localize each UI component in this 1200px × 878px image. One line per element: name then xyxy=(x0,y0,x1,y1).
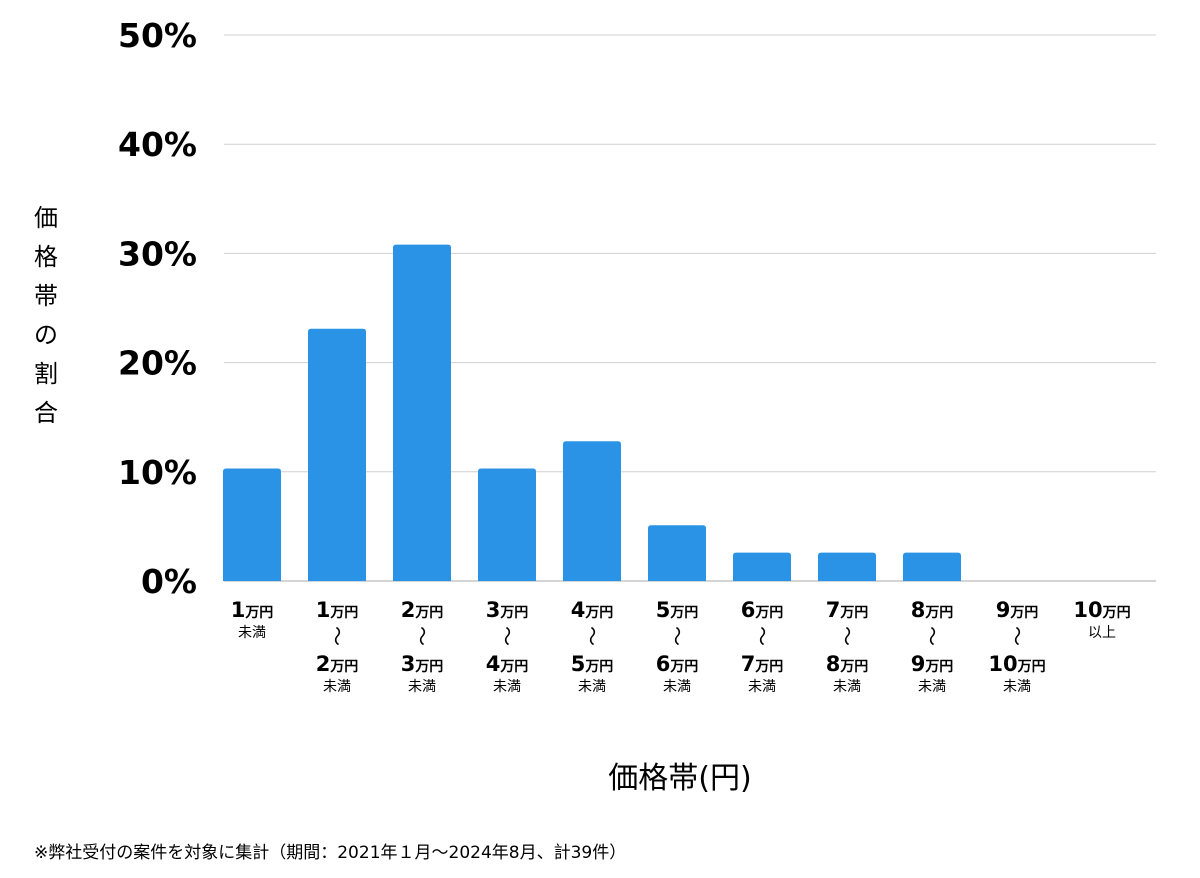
x-tick-price: 8万円 xyxy=(911,598,954,622)
x-tick-price: 3万円 xyxy=(401,652,444,676)
x-tick-suffix: 未満 xyxy=(408,679,436,695)
x-tick-tilde: 〜 xyxy=(920,626,944,646)
x-tick-price: 9万円 xyxy=(911,652,954,676)
y-tick-label: 50% xyxy=(118,16,197,55)
x-tick-tilde: 〜 xyxy=(495,626,519,646)
y-tick-label: 30% xyxy=(118,234,197,273)
bar xyxy=(563,441,621,581)
x-tick-price: 1万円 xyxy=(231,598,274,622)
x-tick-price: 2万円 xyxy=(401,598,444,622)
x-tick-suffix: 未満 xyxy=(323,679,351,695)
bar xyxy=(478,468,536,581)
x-tick-price: 10万円 xyxy=(988,652,1045,676)
y-tick-label: 0% xyxy=(141,562,197,601)
x-tick-suffix: 未満 xyxy=(493,679,521,695)
y-axis-label-char: 価 xyxy=(34,204,58,232)
y-axis-label-char: 帯 xyxy=(34,282,58,310)
x-tick-tilde: 〜 xyxy=(1005,626,1029,646)
x-tick-price: 8万円 xyxy=(826,652,869,676)
y-axis-label-char: 割 xyxy=(34,360,58,388)
x-tick-price: 4万円 xyxy=(486,652,529,676)
footnote: ※弊社受付の案件を対象に集計（期間：2021年１月〜2024年8月、計39件） xyxy=(34,843,626,863)
y-axis-label-char: の xyxy=(34,321,58,349)
y-tick-label: 10% xyxy=(118,453,197,492)
bar xyxy=(393,244,451,581)
x-tick-price: 2万円 xyxy=(316,652,359,676)
x-tick-tilde: 〜 xyxy=(750,626,774,646)
x-tick-tilde: 〜 xyxy=(665,626,689,646)
x-tick-price: 5万円 xyxy=(571,652,614,676)
x-tick-suffix: 未満 xyxy=(833,679,861,695)
x-tick-tilde: 〜 xyxy=(410,626,434,646)
x-tick-price: 7万円 xyxy=(741,652,784,676)
x-tick-suffix: 未満 xyxy=(748,679,776,695)
bar xyxy=(903,552,961,581)
x-tick-suffix: 未満 xyxy=(1003,679,1031,695)
x-tick-price: 7万円 xyxy=(826,598,869,622)
x-tick-tilde: 〜 xyxy=(835,626,859,646)
x-axis-label: 価格帯(円) xyxy=(608,761,751,796)
x-axis-ticks: 1万円未満1万円〜2万円未満2万円〜3万円未満3万円〜4万円未満4万円〜5万円未… xyxy=(231,598,1131,695)
x-tick-tilde: 〜 xyxy=(580,626,604,646)
x-tick-price: 6万円 xyxy=(741,598,784,622)
x-tick-tilde: 〜 xyxy=(325,626,349,646)
x-tick-price: 6万円 xyxy=(656,652,699,676)
x-tick-price: 9万円 xyxy=(996,598,1039,622)
bar xyxy=(648,525,706,581)
grid-lines xyxy=(224,34,1156,582)
x-tick-price: 10万円 xyxy=(1073,598,1130,622)
x-tick-suffix: 未満 xyxy=(918,679,946,695)
bar xyxy=(308,328,366,581)
x-tick-price: 5万円 xyxy=(656,598,699,622)
x-tick-suffix: 未満 xyxy=(578,679,606,695)
bar xyxy=(223,468,281,581)
x-tick-price: 1万円 xyxy=(316,598,359,622)
x-tick-price: 3万円 xyxy=(486,598,529,622)
y-axis-label-char: 格 xyxy=(34,243,58,271)
y-axis-ticks: 0% 10% 20% 30% 40% 50% xyxy=(118,16,197,601)
bar xyxy=(818,552,876,581)
x-tick-price: 4万円 xyxy=(571,598,614,622)
y-axis-label-char: 合 xyxy=(34,399,58,427)
bars xyxy=(223,244,961,581)
bar xyxy=(733,552,791,581)
x-tick-suffix: 以上 xyxy=(1088,625,1116,641)
x-tick-suffix: 未満 xyxy=(663,679,691,695)
y-tick-label: 20% xyxy=(118,344,197,383)
x-tick-suffix: 未満 xyxy=(238,625,266,641)
y-tick-label: 40% xyxy=(118,125,197,164)
